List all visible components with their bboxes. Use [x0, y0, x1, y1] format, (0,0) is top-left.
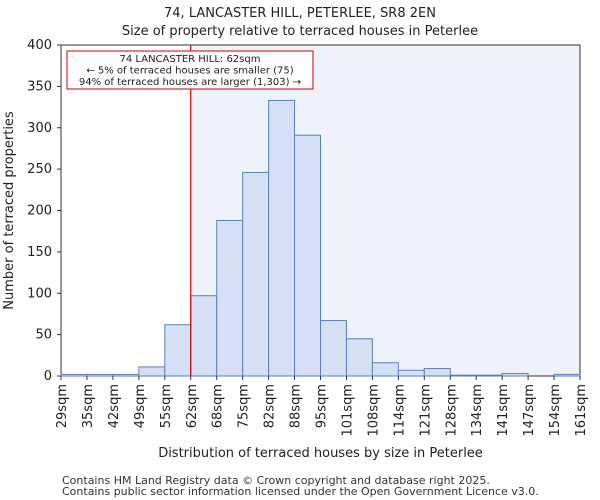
y-tick-label: 300 — [27, 121, 52, 136]
annotation-line: 74 LANCASTER HILL: 62sqm — [120, 54, 261, 65]
y-tick-label: 400 — [27, 38, 52, 53]
footer-line-2: Contains public sector information licen… — [62, 485, 539, 498]
annotation-line: ← 5% of terraced houses are smaller (75) — [86, 66, 293, 77]
y-tick-label: 200 — [27, 204, 52, 219]
histogram-bar — [164, 324, 192, 377]
y-tick-label: 50 — [35, 328, 52, 343]
y-axis-label: Number of terraced properties — [2, 111, 17, 310]
x-tick-label: 114sqm — [392, 384, 407, 437]
footer-line-1: Contains HM Land Registry data © Crown c… — [62, 474, 490, 487]
x-tick-label: 49sqm — [133, 384, 148, 428]
histogram-bar — [345, 338, 373, 377]
histogram-bar — [138, 366, 166, 377]
x-tick-label: 141sqm — [496, 384, 511, 437]
annotation-box — [66, 50, 314, 90]
y-tick-label: 100 — [27, 286, 52, 301]
x-tick-label: 147sqm — [522, 384, 537, 437]
x-tick-label: 134sqm — [470, 384, 485, 437]
histogram-bar — [449, 374, 477, 377]
x-tick-label: 29sqm — [55, 384, 70, 428]
x-tick-label: 121sqm — [418, 384, 433, 437]
chart-title: 74, LANCASTER HILL, PETERLEE, SR8 2EN — [164, 6, 436, 21]
x-tick-label: 154sqm — [548, 384, 563, 437]
y-tick-label: 250 — [27, 162, 52, 177]
histogram-bar — [320, 320, 347, 377]
histogram-bar — [190, 295, 218, 377]
histogram-bar — [112, 373, 140, 377]
x-tick-label: 82sqm — [263, 384, 278, 428]
histogram-bar — [553, 373, 581, 377]
histogram-bar — [86, 373, 114, 377]
x-tick-label: 88sqm — [289, 384, 304, 428]
y-tick-label: 150 — [27, 245, 52, 260]
histogram-bar — [501, 373, 529, 377]
y-tick-label: 0 — [44, 369, 52, 384]
histogram-bar — [423, 368, 451, 377]
histogram-bar — [60, 373, 88, 377]
x-axis-label: Distribution of terraced houses by size … — [158, 446, 483, 461]
x-tick-label: 128sqm — [444, 384, 459, 437]
histogram-bar — [216, 219, 244, 377]
histogram-bar — [475, 374, 503, 377]
x-tick-label: 55sqm — [159, 384, 174, 428]
x-tick-label: 35sqm — [81, 384, 96, 428]
histogram-bar — [371, 362, 399, 377]
x-tick-label: 68sqm — [211, 384, 226, 428]
x-tick-label: 75sqm — [237, 384, 252, 428]
histogram-bar — [268, 99, 296, 377]
x-tick-label: 161sqm — [574, 384, 589, 437]
histogram-bar — [242, 171, 270, 377]
x-tick-label: 42sqm — [107, 384, 122, 428]
x-tick-label: 101sqm — [340, 384, 355, 437]
x-tick-label: 95sqm — [315, 384, 330, 428]
x-tick-label: 108sqm — [366, 384, 381, 437]
x-tick-label: 62sqm — [185, 384, 200, 428]
annotation-line: 94% of terraced houses are larger (1,303… — [79, 77, 301, 88]
chart-subtitle: Size of property relative to terraced ho… — [121, 24, 479, 39]
histogram-bar — [397, 369, 425, 377]
y-tick-label: 350 — [27, 79, 52, 94]
histogram-bar — [294, 134, 321, 377]
